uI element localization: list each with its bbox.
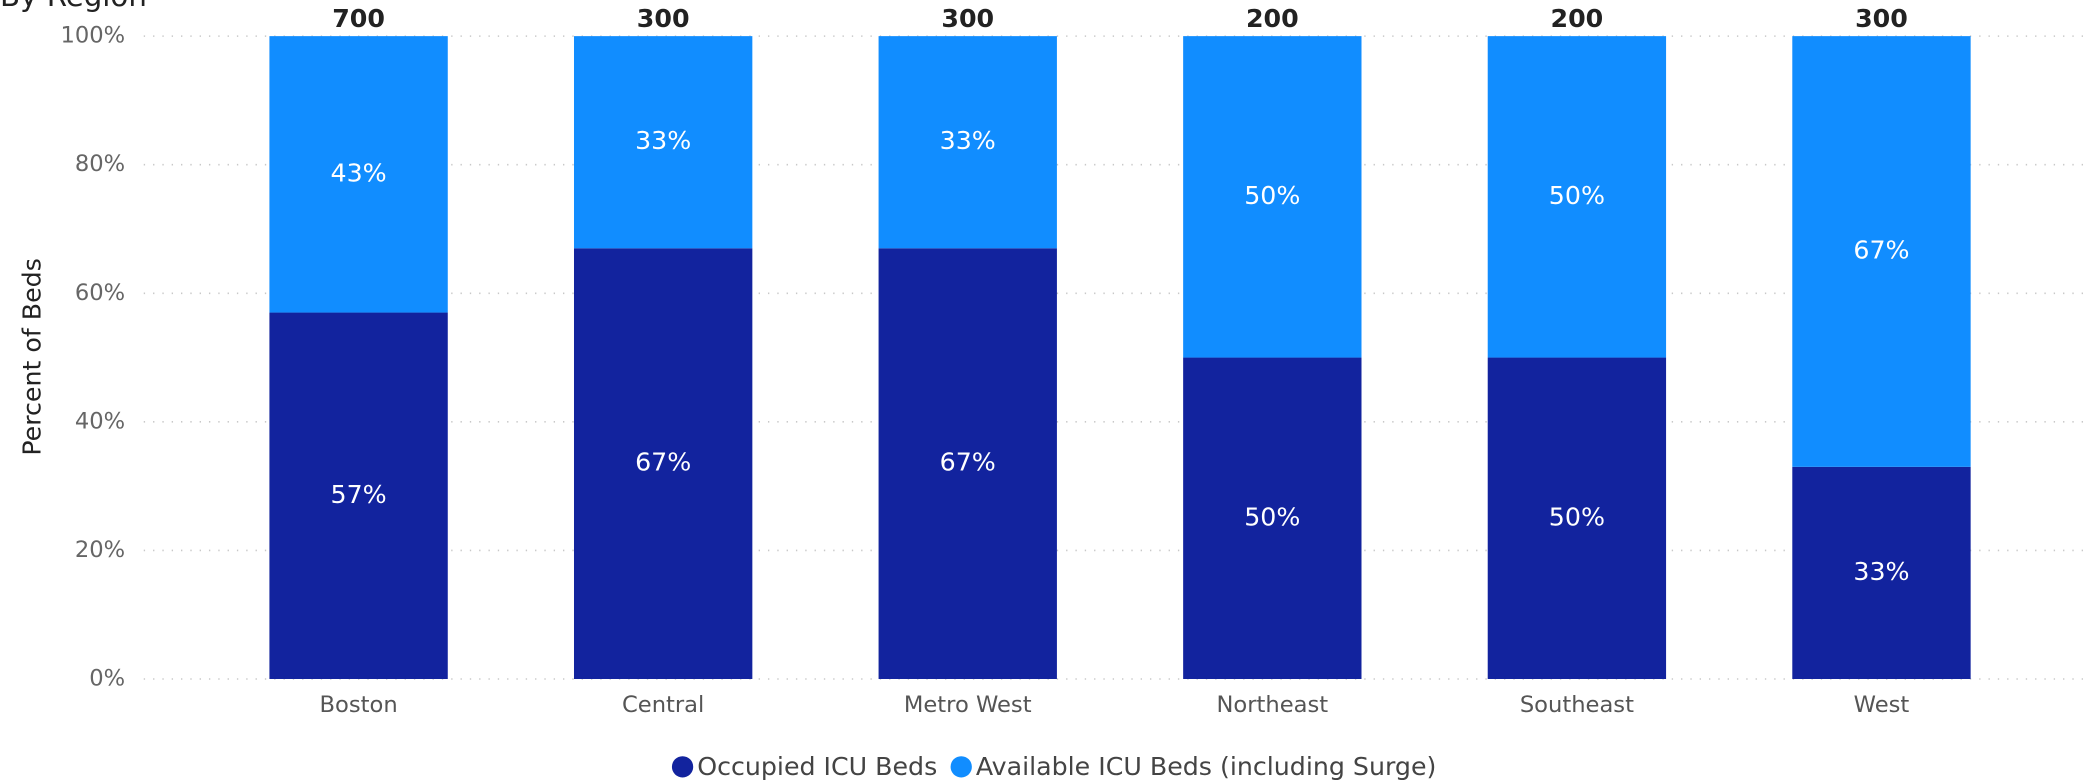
bar-segment xyxy=(878,36,1057,249)
legend-marker xyxy=(950,756,972,778)
x-tick-label: Northeast xyxy=(1216,692,1328,718)
y-tick-label: 80% xyxy=(75,151,125,177)
y-tick-label: 100% xyxy=(60,23,125,49)
bar-segment xyxy=(573,36,753,249)
total-label: 300 xyxy=(637,4,690,33)
y-tick-label: 40% xyxy=(75,408,125,434)
y-tick-label: 20% xyxy=(75,537,125,563)
y-tick-label: 0% xyxy=(89,665,125,691)
bar-segment xyxy=(1792,36,1971,467)
data-label: 33% xyxy=(635,126,691,155)
data-label: 43% xyxy=(331,158,387,187)
bar-segment xyxy=(878,248,1057,679)
bar-segment xyxy=(1487,36,1667,358)
x-tick-label: Metro West xyxy=(904,692,1032,718)
legend-label: Available ICU Beds (including Surge) xyxy=(976,752,1437,781)
y-tick-label: 60% xyxy=(75,280,125,306)
total-label: 200 xyxy=(1551,4,1604,33)
data-label: 33% xyxy=(1853,557,1909,586)
data-label: 50% xyxy=(1244,502,1300,531)
legend-marker xyxy=(671,756,694,778)
x-tick-label: Southeast xyxy=(1520,692,1634,718)
total-label: 300 xyxy=(1855,4,1908,33)
bar-segment xyxy=(269,312,448,679)
bar-segment xyxy=(1792,466,1971,679)
total-label: 700 xyxy=(332,4,385,33)
data-label: 67% xyxy=(940,448,996,477)
bar-segment xyxy=(1183,357,1362,679)
x-tick-label: West xyxy=(1854,692,1910,718)
x-tick-label: Central xyxy=(622,692,704,718)
data-label: 67% xyxy=(635,448,691,477)
y-axis-title: Percent of Beds xyxy=(17,258,46,456)
chart-subtitle: By Region xyxy=(0,0,147,13)
bar-segment xyxy=(1183,36,1362,358)
data-label: 50% xyxy=(1549,181,1605,210)
total-label: 200 xyxy=(1246,4,1299,33)
legend-label: Occupied ICU Beds xyxy=(697,752,937,781)
data-label: 67% xyxy=(1853,235,1909,264)
data-label: 57% xyxy=(331,480,387,509)
data-label: 50% xyxy=(1549,502,1605,531)
x-tick-label: Boston xyxy=(320,692,398,718)
bar-segment xyxy=(269,36,448,313)
bar-segment xyxy=(573,248,753,679)
total-label: 300 xyxy=(941,4,994,33)
data-label: 50% xyxy=(1244,181,1300,210)
bar-segment xyxy=(1487,357,1667,679)
data-label: 33% xyxy=(940,126,996,155)
